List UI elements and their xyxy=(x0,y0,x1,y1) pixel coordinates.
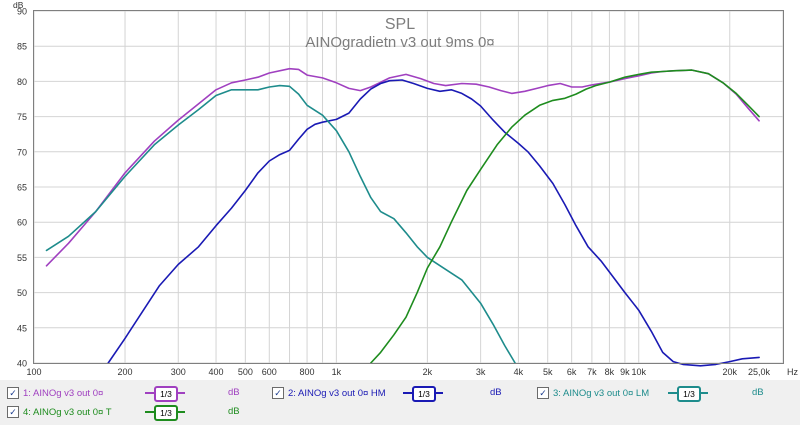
plot-frame xyxy=(33,10,784,364)
legend-checkbox-2[interactable]: ✓ xyxy=(272,387,284,399)
series-line-4 xyxy=(369,69,760,364)
smoothing-label-3: 1/3 xyxy=(677,386,701,402)
x-tick-label: 500 xyxy=(238,367,253,377)
x-tick-label: 5k xyxy=(543,367,553,377)
smoothing-label-1: 1/3 xyxy=(154,386,178,402)
y-tick-label: 75 xyxy=(17,112,27,122)
legend-label-4: 4: AINOg v3 out 0¤ T xyxy=(23,406,112,418)
x-tick-label: 9k xyxy=(620,367,630,377)
x-tick-label: 600 xyxy=(262,367,277,377)
y-tick-label: 50 xyxy=(17,288,27,298)
smoothing-label-2: 1/3 xyxy=(412,386,436,402)
x-tick-label: 20k xyxy=(722,367,737,377)
y-axis-label: dB xyxy=(13,0,24,10)
legend-unit-1: dB xyxy=(228,387,240,398)
x-tick-labels: 100 200 300 400 500 600 800 1k 2k 3k 4k 5k 6k 7k 8k 9k 1… xyxy=(26,367,770,377)
y-tick-label: 90 xyxy=(17,7,27,17)
plot-background xyxy=(0,0,800,380)
legend-checkbox-3[interactable]: ✓ xyxy=(537,387,549,399)
chart-title: SPL xyxy=(385,16,415,33)
x-tick-label: 2k xyxy=(423,367,433,377)
y-tick-label: 55 xyxy=(17,253,27,263)
legend-item-4[interactable]: ✓ 4: AINOg v3 out 0¤ T xyxy=(7,403,112,421)
spl-chart: 40 45 50 55 60 65 70 75 80 85 90 100 200 300 400 500 60… xyxy=(0,0,800,380)
smoothing-control-1[interactable]: 1/3 xyxy=(145,386,185,402)
series-group xyxy=(45,67,760,367)
y-tick-label: 60 xyxy=(17,218,27,228)
legend-item-2[interactable]: ✓ 2: AINOg v3 out 0¤ HM xyxy=(272,384,386,402)
y-tick-label: 70 xyxy=(17,147,27,157)
legend-label-2: 2: AINOg v3 out 0¤ HM xyxy=(288,387,386,399)
series-line-2 xyxy=(107,79,760,367)
x-tick-label: 200 xyxy=(118,367,133,377)
x-tick-label: 1k xyxy=(332,367,342,377)
x-tick-label: 8k xyxy=(605,367,615,377)
smoothing-label-4: 1/3 xyxy=(154,405,178,421)
x-tick-label: 300 xyxy=(171,367,186,377)
legend-panel: ✓ 1: AINOg v3 out 0¤ 1/3 dB ✓ 2: AINOg v… xyxy=(0,380,800,425)
x-tick-label: 7k xyxy=(587,367,597,377)
legend-label-1: 1: AINOg v3 out 0¤ xyxy=(23,387,104,399)
legend-item-3[interactable]: ✓ 3: AINOg v3 out 0¤ LM xyxy=(537,384,649,402)
series-line-3 xyxy=(45,84,516,364)
y-tick-labels: 40 45 50 55 60 65 70 75 80 85 90 xyxy=(17,7,27,369)
x-tick-label: 25,0k xyxy=(748,367,771,377)
smoothing-control-3[interactable]: 1/3 xyxy=(668,386,708,402)
y-tick-label: 65 xyxy=(17,183,27,193)
x-tick-label: 4k xyxy=(514,367,524,377)
legend-unit-4: dB xyxy=(228,406,240,417)
x-tick-label: 10k xyxy=(631,367,646,377)
y-tick-label: 85 xyxy=(17,42,27,52)
legend-label-3: 3: AINOg v3 out 0¤ LM xyxy=(553,387,650,399)
x-tick-label: 3k xyxy=(476,367,486,377)
x-tick-label: 100 xyxy=(26,367,41,377)
legend-checkbox-1[interactable]: ✓ xyxy=(7,387,19,399)
x-tick-label: 6k xyxy=(567,367,577,377)
legend-item-1[interactable]: ✓ 1: AINOg v3 out 0¤ xyxy=(7,384,103,402)
legend-unit-3: dB xyxy=(752,387,764,398)
legend-checkbox-4[interactable]: ✓ xyxy=(7,406,19,418)
y-tick-label: 80 xyxy=(17,77,27,87)
smoothing-control-4[interactable]: 1/3 xyxy=(145,405,185,421)
chart-subtitle: AINOgradietn v3 out 9ms 0¤ xyxy=(305,34,494,51)
x-axis-unit: Hz xyxy=(787,367,798,377)
y-tick-label: 40 xyxy=(17,359,27,369)
x-tick-label: 400 xyxy=(209,367,224,377)
smoothing-control-2[interactable]: 1/3 xyxy=(403,386,443,402)
y-tick-label: 45 xyxy=(17,323,27,333)
legend-unit-2: dB xyxy=(490,387,502,398)
x-tick-label: 800 xyxy=(300,367,315,377)
